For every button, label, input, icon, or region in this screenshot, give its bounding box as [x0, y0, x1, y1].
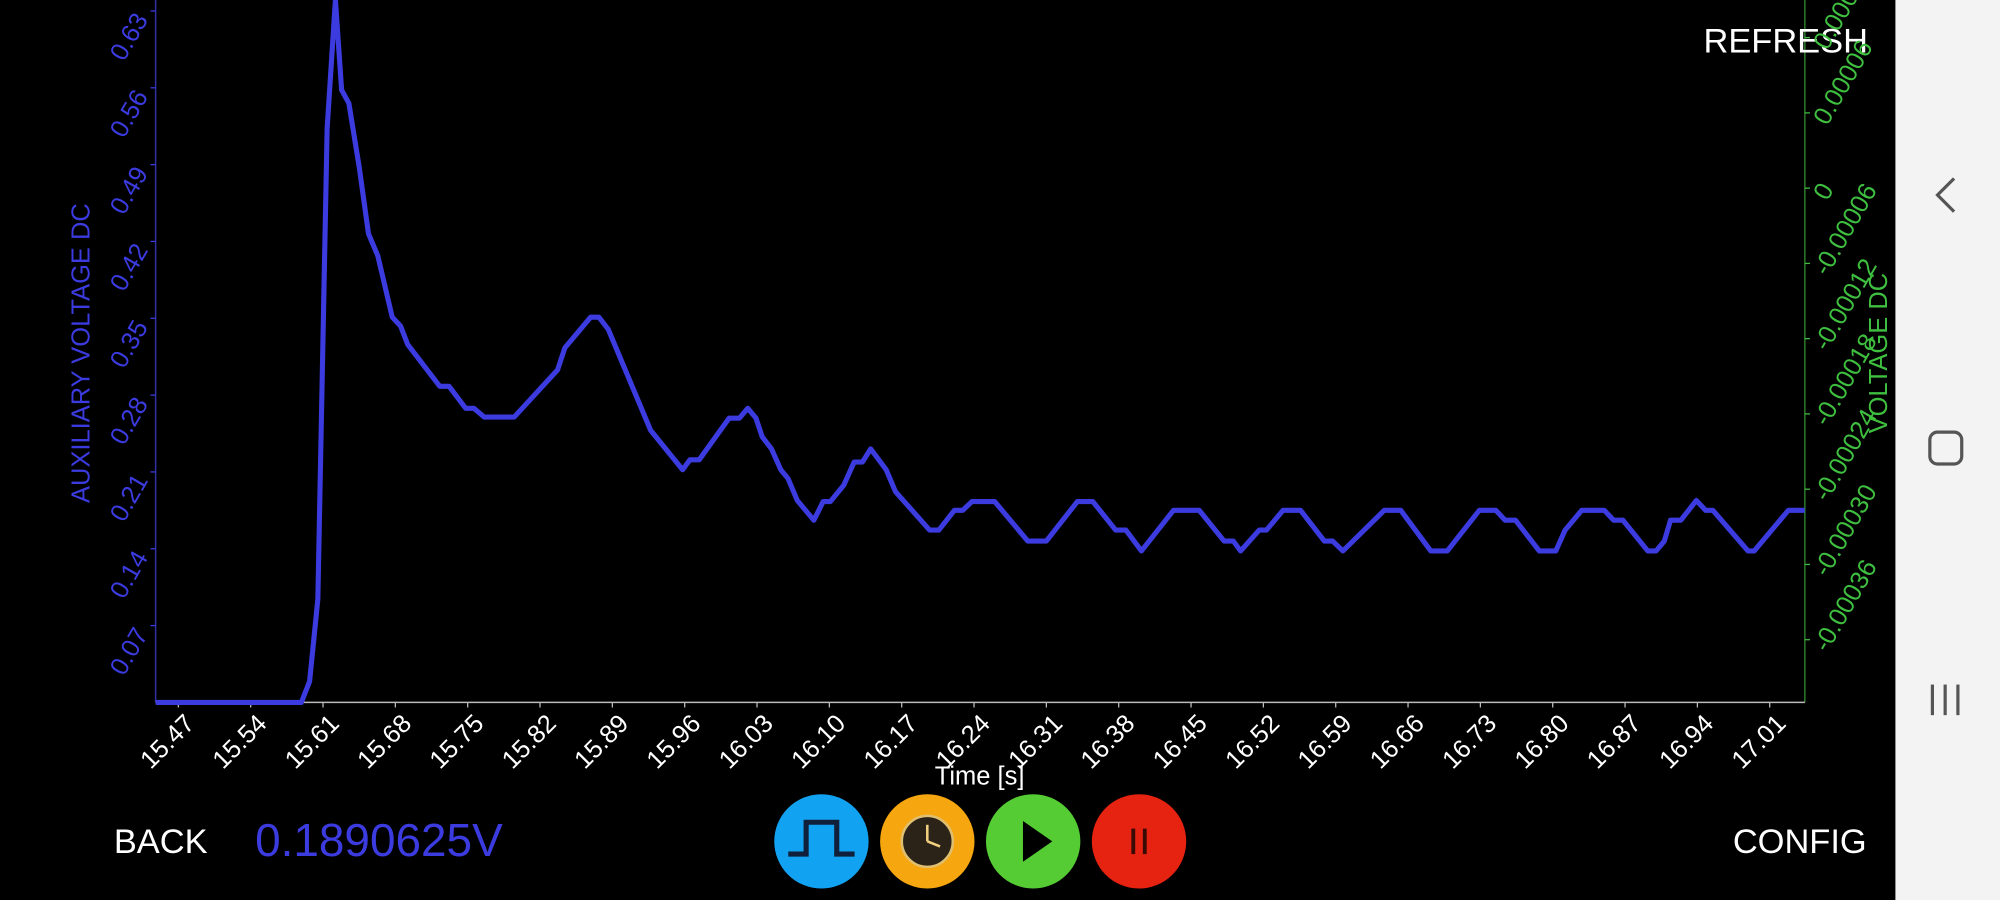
nav-bar [1895, 0, 2000, 900]
y-axis-title: AUXILIARY VOLTAGE DC [68, 203, 96, 503]
pause-button[interactable] [1091, 794, 1187, 889]
value-readout: 0.1890625V [255, 814, 503, 866]
nav-back-icon[interactable] [1935, 177, 1956, 213]
y2-axis-title: VOLTAGE DC [1865, 273, 1893, 434]
data-line [155, 0, 1805, 705]
timer-button[interactable] [880, 794, 975, 889]
config-button[interactable]: CONFIG [1733, 823, 1867, 861]
play-button[interactable] [985, 794, 1081, 889]
refresh-button[interactable]: REFRESH [1703, 22, 1867, 60]
back-button[interactable]: BACK [114, 823, 208, 861]
x-axis-title: Time [s] [935, 762, 1025, 790]
nav-recents-icon[interactable] [1930, 684, 1960, 716]
nav-home-icon[interactable] [1928, 430, 1964, 466]
app-background [0, 0, 1895, 900]
pulse-button[interactable] [774, 794, 869, 889]
